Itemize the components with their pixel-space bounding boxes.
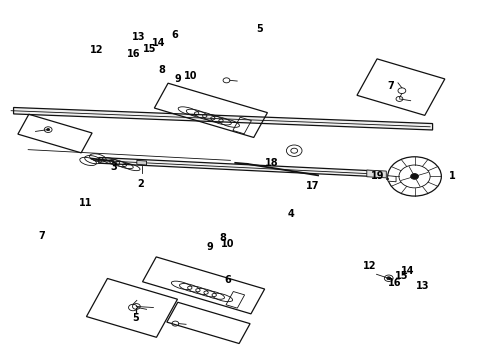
Polygon shape <box>367 170 386 178</box>
Text: 10: 10 <box>184 71 197 81</box>
Text: 5: 5 <box>132 312 139 323</box>
Text: 14: 14 <box>151 38 165 48</box>
Text: 17: 17 <box>305 181 319 192</box>
Text: 7: 7 <box>38 231 45 242</box>
Text: 6: 6 <box>171 30 178 40</box>
Polygon shape <box>137 160 147 165</box>
Text: 12: 12 <box>90 45 103 55</box>
Text: 5: 5 <box>256 23 263 33</box>
Text: 13: 13 <box>132 32 146 42</box>
Text: 1: 1 <box>449 171 455 181</box>
Text: 3: 3 <box>110 162 117 172</box>
Text: 8: 8 <box>220 233 226 243</box>
Text: 6: 6 <box>224 275 231 285</box>
Text: 7: 7 <box>388 81 394 91</box>
Text: 18: 18 <box>265 158 279 168</box>
Circle shape <box>47 129 49 131</box>
Circle shape <box>387 277 391 280</box>
Text: 14: 14 <box>400 266 414 276</box>
Text: 10: 10 <box>220 239 234 249</box>
Text: 2: 2 <box>137 179 144 189</box>
Polygon shape <box>14 108 433 130</box>
Text: 9: 9 <box>207 242 213 252</box>
Circle shape <box>411 174 418 179</box>
Text: 8: 8 <box>159 65 166 75</box>
Text: 13: 13 <box>416 281 430 291</box>
Text: 16: 16 <box>127 49 141 59</box>
Polygon shape <box>388 176 396 182</box>
Text: 11: 11 <box>78 198 92 208</box>
Text: 16: 16 <box>388 278 402 288</box>
Polygon shape <box>99 157 372 176</box>
Text: 15: 15 <box>143 44 157 54</box>
Text: 19: 19 <box>371 171 384 181</box>
Text: 4: 4 <box>288 209 294 219</box>
Text: 12: 12 <box>363 261 376 271</box>
Text: 15: 15 <box>395 271 409 282</box>
Text: 9: 9 <box>174 74 181 84</box>
